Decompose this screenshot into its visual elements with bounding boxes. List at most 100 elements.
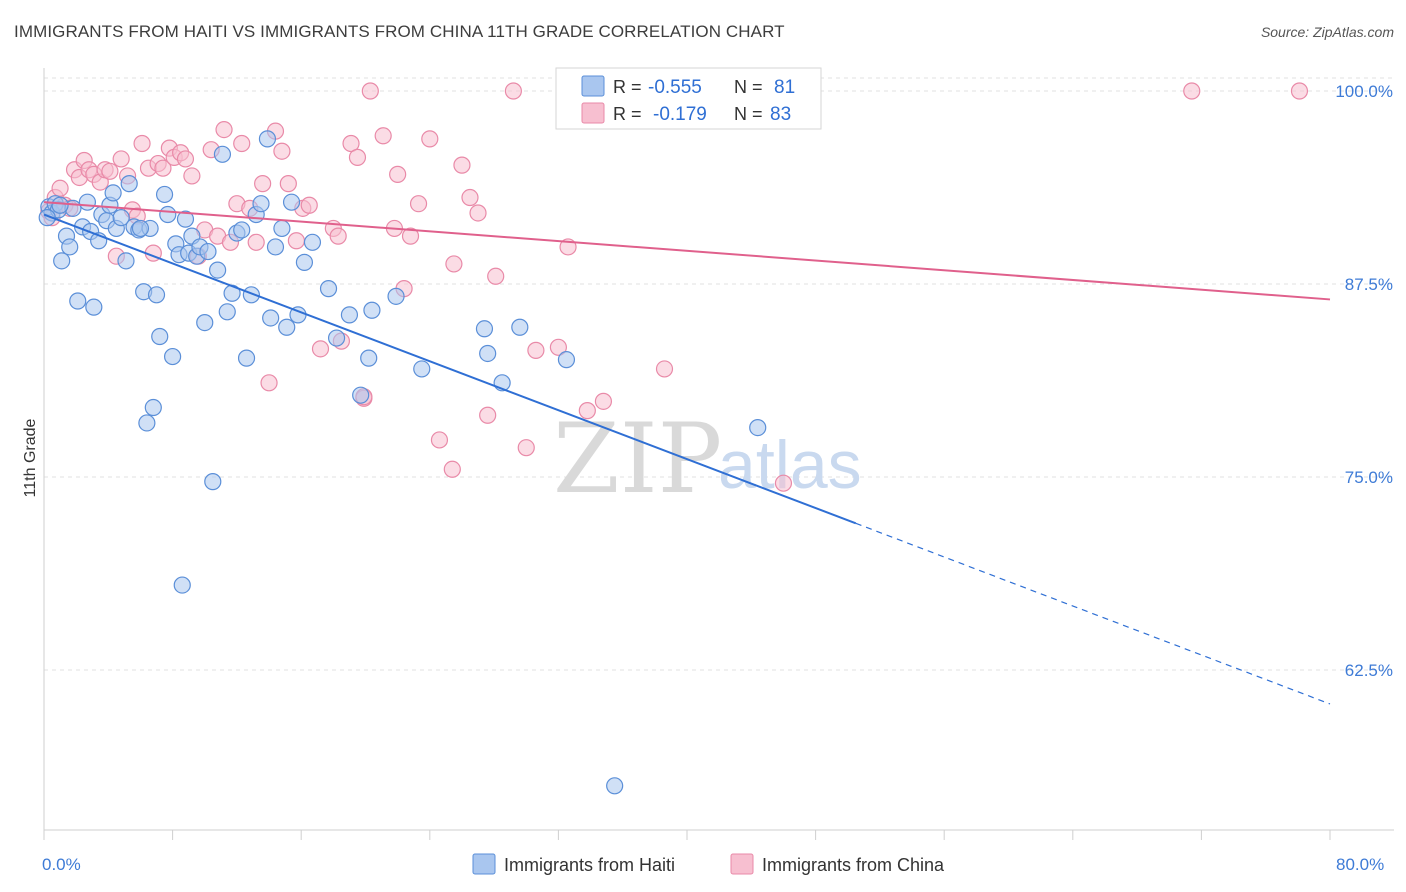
legend-n-value-haiti: 81 [774,77,795,98]
x-tick-label-max: 80.0% [1336,855,1384,874]
y-axis-tick-labels: 62.5% 75.0% 87.5% 100.0% [1335,82,1393,680]
haiti-point [147,286,166,304]
china-point [233,134,251,153]
haiti-point [327,329,346,347]
china-point [329,227,347,245]
haiti-point [176,210,195,228]
y-tick-label: 62.5% [1345,661,1393,680]
haiti-trend-extension [855,522,1331,705]
haiti-point [196,314,214,332]
haiti-point [360,349,378,367]
top-legend: R = -0.555 N = 81 R = -0.179 N = 83 [555,67,822,130]
china-point [517,439,535,457]
haiti-point [479,344,497,363]
china-point [254,175,272,193]
china-point [487,267,505,285]
legend-r-value-haiti: -0.555 [648,77,702,98]
haiti-point [61,238,79,256]
china-point [443,460,461,478]
haiti-point [237,349,256,367]
legend-r-label-haiti: R = [613,77,642,97]
china-point [445,255,463,273]
watermark-zip: ZIP [553,403,722,515]
china-point [453,156,471,174]
haiti-point [85,298,103,316]
y-tick-label: 100.0% [1335,82,1393,101]
bottom-legend-swatch-haiti [472,853,496,875]
haiti-point [387,287,405,305]
haiti-point [209,261,227,279]
china-point [1290,82,1309,100]
china-point [421,130,439,148]
china-trend-line [43,201,1331,301]
china-point [374,127,392,145]
china-point [1183,82,1201,100]
china-point [578,402,596,420]
china-point [401,227,420,245]
haiti-point [363,301,381,319]
haiti-point [38,209,56,227]
haiti-point [295,253,314,271]
haiti-point [69,292,87,310]
china-point [361,82,379,100]
haiti-point [319,280,338,298]
haiti-point [213,145,232,163]
legend-swatch-china [581,102,605,124]
series-haiti-points [38,130,767,795]
haiti-point [511,318,529,336]
haiti-point [413,360,431,378]
haiti-point [112,209,130,227]
china-point [527,341,545,359]
haiti-point [120,175,138,193]
haiti-point [164,347,182,366]
bottom-legend-label-haiti: Immigrants from Haiti [504,855,675,875]
haiti-point [218,303,236,321]
y-axis-title: 11th Grade [22,418,39,497]
china-point [342,134,360,153]
bottom-legend-label-china: Immigrants from China [762,855,945,875]
legend-r-label-china: R = [613,104,642,124]
haiti-point [262,309,280,327]
china-point [549,338,568,356]
haiti-point [155,185,174,204]
haiti-point [199,242,217,261]
haiti-point [475,320,494,338]
china-point [273,142,291,160]
x-axis-ticks [43,830,1331,840]
haiti-point [104,184,122,202]
china-point [479,406,497,424]
china-point [215,121,233,139]
haiti-point [159,205,177,224]
haiti-point [144,398,162,417]
chart-source: Source: ZipAtlas.com [1260,24,1394,40]
china-point [51,179,69,197]
gridlines [44,77,1394,671]
bottom-legend-swatch-china [730,853,754,875]
legend-swatch-haiti [581,75,605,97]
haiti-point [606,777,624,795]
china-point [247,233,265,251]
legend-n-label-china: N = [734,104,763,124]
haiti-point [258,130,277,148]
haiti-point [151,327,169,346]
china-point [348,148,367,166]
china-point [133,134,151,153]
china-point [279,175,297,193]
haiti-point [252,195,270,213]
china-point [774,474,793,492]
china-point [461,188,479,207]
china-point [655,360,674,378]
watermark-atlas: atlas [718,427,862,503]
y-tick-label: 87.5% [1345,275,1393,294]
china-point [183,167,201,185]
china-point [594,392,613,410]
haiti-point [78,193,97,211]
haiti-point [53,252,71,270]
haiti-point [340,306,359,324]
legend-n-value-china: 83 [770,104,791,125]
china-point [176,150,195,168]
china-point [154,159,172,177]
china-point [430,431,449,449]
haiti-trend-line [43,213,857,525]
